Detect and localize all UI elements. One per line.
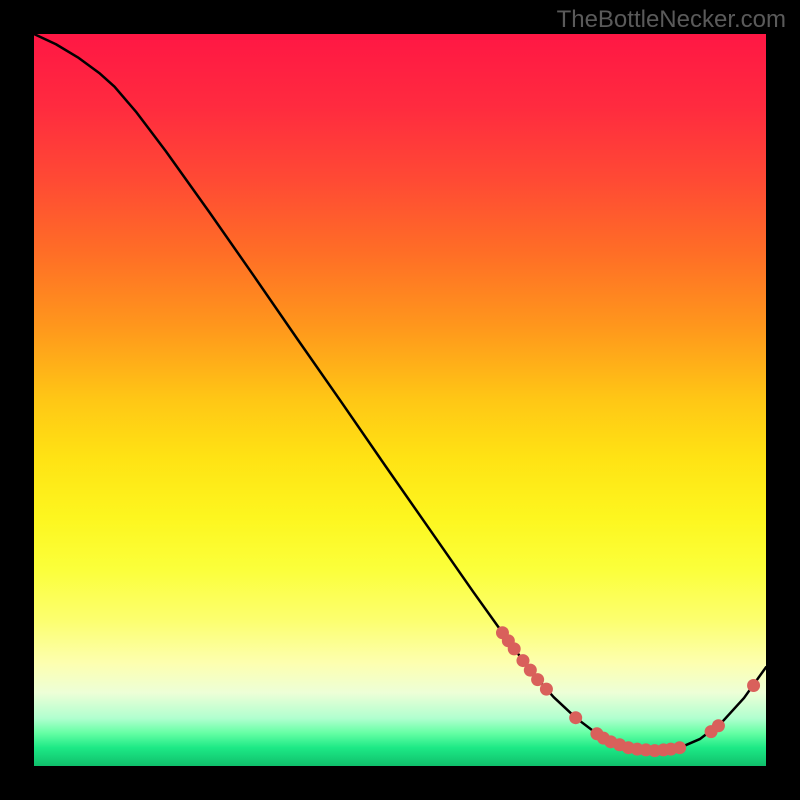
data-marker [747,679,760,692]
data-marker [531,673,544,686]
data-marker [569,711,582,724]
data-marker [540,683,553,696]
bottleneck-chart [0,0,800,800]
watermark-text: TheBottleNecker.com [557,6,786,34]
plot-background [34,34,766,766]
chart-container: TheBottleNecker.com [0,0,800,800]
data-marker [508,642,521,655]
data-marker [673,741,686,754]
data-marker [712,719,725,732]
